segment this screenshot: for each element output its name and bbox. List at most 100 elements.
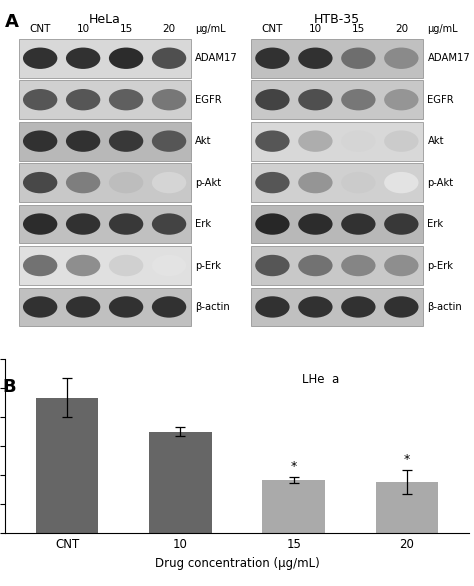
Ellipse shape	[298, 131, 333, 152]
Ellipse shape	[255, 89, 290, 110]
Ellipse shape	[152, 131, 186, 152]
Text: LHe  a: LHe a	[302, 373, 339, 386]
Ellipse shape	[384, 172, 419, 193]
Ellipse shape	[384, 89, 419, 110]
Ellipse shape	[341, 47, 375, 69]
Bar	[36, 398, 98, 533]
Ellipse shape	[384, 47, 419, 69]
Text: 20: 20	[395, 24, 408, 35]
Ellipse shape	[298, 89, 333, 110]
Text: HeLa: HeLa	[89, 13, 120, 26]
Text: B: B	[2, 378, 16, 396]
Ellipse shape	[109, 47, 143, 69]
Ellipse shape	[23, 131, 57, 152]
Bar	[263, 480, 325, 533]
Text: *: *	[404, 454, 410, 466]
Text: Erk: Erk	[428, 219, 444, 229]
Ellipse shape	[23, 297, 57, 318]
Ellipse shape	[298, 47, 333, 69]
Bar	[18, 80, 191, 119]
Text: 15: 15	[119, 24, 133, 35]
Ellipse shape	[152, 297, 186, 318]
Bar	[149, 432, 211, 533]
Bar	[251, 288, 423, 326]
Ellipse shape	[66, 172, 100, 193]
Text: Erk: Erk	[195, 219, 211, 229]
Ellipse shape	[384, 297, 419, 318]
Ellipse shape	[152, 47, 186, 69]
Text: CNT: CNT	[29, 24, 51, 35]
Ellipse shape	[66, 131, 100, 152]
Ellipse shape	[255, 172, 290, 193]
Text: ADAM17: ADAM17	[428, 53, 470, 63]
Ellipse shape	[298, 172, 333, 193]
Ellipse shape	[23, 47, 57, 69]
Bar	[251, 39, 423, 78]
Ellipse shape	[341, 255, 375, 276]
Text: 10: 10	[309, 24, 322, 35]
Text: A: A	[5, 13, 18, 31]
Text: p-Erk: p-Erk	[428, 261, 454, 271]
Ellipse shape	[255, 47, 290, 69]
Text: μg/mL: μg/mL	[428, 24, 458, 35]
Text: p-Akt: p-Akt	[195, 178, 221, 188]
Text: CNT: CNT	[262, 24, 283, 35]
Ellipse shape	[341, 131, 375, 152]
Ellipse shape	[23, 255, 57, 276]
Ellipse shape	[341, 172, 375, 193]
Text: Akt: Akt	[195, 136, 212, 146]
X-axis label: Drug concentration (μg/mL): Drug concentration (μg/mL)	[155, 557, 319, 570]
Ellipse shape	[109, 297, 143, 318]
Ellipse shape	[298, 213, 333, 235]
Text: 10: 10	[77, 24, 90, 35]
Ellipse shape	[66, 89, 100, 110]
Ellipse shape	[66, 297, 100, 318]
Text: *: *	[291, 460, 297, 473]
Ellipse shape	[341, 89, 375, 110]
Ellipse shape	[384, 255, 419, 276]
Ellipse shape	[109, 213, 143, 235]
Bar	[251, 122, 423, 161]
Ellipse shape	[109, 131, 143, 152]
Text: ADAM17: ADAM17	[195, 53, 238, 63]
Ellipse shape	[23, 172, 57, 193]
Text: β-actin: β-actin	[428, 302, 462, 312]
Text: Akt: Akt	[428, 136, 444, 146]
Text: μg/mL: μg/mL	[195, 24, 226, 35]
Ellipse shape	[109, 89, 143, 110]
Ellipse shape	[152, 89, 186, 110]
Bar	[251, 80, 423, 119]
Text: p-Akt: p-Akt	[428, 178, 454, 188]
Ellipse shape	[341, 297, 375, 318]
Ellipse shape	[66, 213, 100, 235]
Text: EGFR: EGFR	[195, 95, 222, 105]
Bar	[376, 482, 438, 533]
Text: 15: 15	[352, 24, 365, 35]
Bar	[18, 39, 191, 78]
Ellipse shape	[255, 213, 290, 235]
Bar	[18, 246, 191, 285]
Ellipse shape	[255, 131, 290, 152]
Bar	[18, 205, 191, 244]
Ellipse shape	[341, 213, 375, 235]
Ellipse shape	[384, 213, 419, 235]
Bar	[251, 205, 423, 244]
Ellipse shape	[298, 255, 333, 276]
Ellipse shape	[255, 255, 290, 276]
Ellipse shape	[298, 297, 333, 318]
Ellipse shape	[66, 255, 100, 276]
Text: HTB-35: HTB-35	[314, 13, 360, 26]
Ellipse shape	[23, 213, 57, 235]
Ellipse shape	[152, 213, 186, 235]
Ellipse shape	[23, 89, 57, 110]
Bar	[18, 163, 191, 202]
Ellipse shape	[384, 131, 419, 152]
Text: β-actin: β-actin	[195, 302, 230, 312]
Ellipse shape	[152, 255, 186, 276]
Ellipse shape	[255, 297, 290, 318]
Bar	[18, 122, 191, 161]
Text: p-Erk: p-Erk	[195, 261, 221, 271]
Text: EGFR: EGFR	[428, 95, 454, 105]
Bar	[251, 246, 423, 285]
Ellipse shape	[66, 47, 100, 69]
